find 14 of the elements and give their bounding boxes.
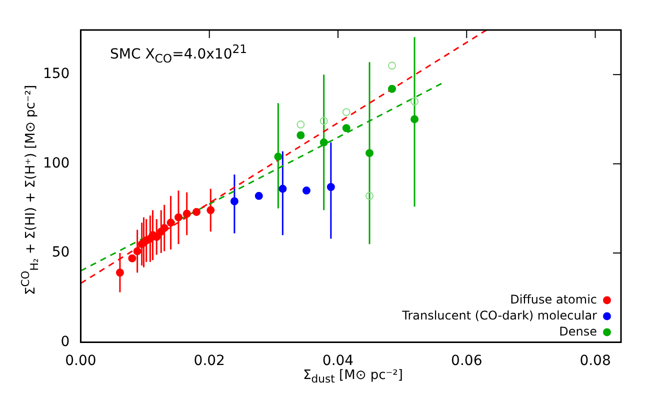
x-tick-label: 0.08 — [580, 353, 611, 370]
x-tick-label: 0.00 — [65, 353, 96, 370]
y-tick-label: 0 — [60, 334, 70, 350]
legend-label: Translucent (CO-dark) molecular — [401, 308, 598, 322]
legend-label: Dense — [559, 324, 597, 338]
y-tick-label: 150 — [42, 66, 70, 82]
annotation: SMC X$_{CO}$=4.0x10$^{21}$ — [110, 42, 248, 66]
legend-label: Diffuse atomic — [510, 292, 597, 306]
x-tick-label: 0.04 — [322, 353, 354, 370]
x-tick-label: 0.06 — [451, 353, 482, 370]
y-tick-label: 50 — [52, 244, 70, 261]
x-tick-label: 0.02 — [194, 353, 225, 370]
x-axis-title: Σ$_{dust}$ [M⊙ pc⁻²] — [303, 368, 403, 386]
y-tick-label: 100 — [42, 155, 70, 172]
